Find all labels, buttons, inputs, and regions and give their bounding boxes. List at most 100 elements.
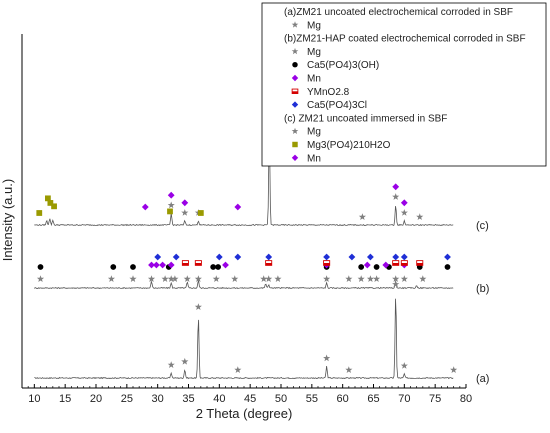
peak-marker-halfsquare-fill bbox=[416, 263, 423, 266]
peak-marker-diamond bbox=[234, 203, 242, 211]
peak-marker-diamond bbox=[141, 203, 149, 211]
trace-labels: (a) (b) (c) bbox=[476, 220, 489, 385]
legend-entry-label: (b)ZM21-HAP coated electrochemical corro… bbox=[284, 34, 526, 45]
peak-marker-circle bbox=[37, 264, 44, 270]
peak-marker-halfsquare-fill bbox=[401, 263, 408, 266]
peak-marker-halfsquare-fill bbox=[195, 263, 202, 266]
trace-line-a bbox=[34, 298, 454, 380]
x-tick-label: 20 bbox=[90, 393, 102, 405]
peak-marker-circle bbox=[358, 264, 365, 270]
peak-marker-star bbox=[212, 275, 220, 282]
peak-marker-halfsquare bbox=[323, 260, 331, 266]
x-tick-label: 40 bbox=[213, 393, 225, 405]
legend-marker-diamond bbox=[291, 154, 299, 161]
x-tick-label: 55 bbox=[306, 393, 318, 405]
peak-marker-diamond bbox=[363, 261, 371, 269]
peak-marker-halfsquare bbox=[194, 260, 202, 266]
peak-marker-diamond bbox=[159, 261, 166, 269]
x-tick-label: 65 bbox=[367, 393, 379, 405]
x-tick-label: 75 bbox=[429, 393, 441, 405]
peak-marker-star bbox=[345, 275, 353, 282]
peak-marker-halfsquare bbox=[392, 260, 400, 266]
x-tick-label: 15 bbox=[59, 393, 71, 405]
peak-marker-circle bbox=[373, 264, 380, 270]
peak-marker-halfsquare bbox=[265, 260, 273, 266]
peak-marker-diamond bbox=[167, 191, 175, 199]
peak-marker-square bbox=[197, 210, 204, 216]
peak-marker-star bbox=[234, 366, 242, 373]
x-tick-label: 60 bbox=[337, 393, 349, 405]
peak-marker-star bbox=[366, 275, 374, 282]
axes: 10 15 20 25 30 35 40 45 50 55 60 65 70 75 80 bbox=[27, 384, 472, 405]
trace-line-b bbox=[34, 279, 454, 290]
peak-marker-diamond bbox=[167, 261, 175, 269]
peak-marker-diamond bbox=[215, 253, 223, 261]
trace-label: (a) bbox=[476, 373, 489, 385]
legend-marker-star bbox=[291, 21, 299, 28]
legend-entry-label: Mn bbox=[307, 153, 321, 164]
peak-marker-star bbox=[167, 361, 175, 368]
peak-marker-diamond bbox=[265, 253, 273, 261]
legend-entry-label: Mg bbox=[307, 127, 321, 138]
traces bbox=[34, 149, 454, 380]
legend-marker-diamond bbox=[291, 101, 299, 108]
legend-entry-label: Mg bbox=[307, 47, 321, 58]
peak-marker-circle bbox=[210, 264, 217, 270]
peak-marker-star bbox=[323, 354, 331, 362]
peak-marker-diamond bbox=[400, 199, 408, 207]
peak-marker-star bbox=[167, 275, 175, 282]
legend-entry-label: Ca5(PO4)3(OH) bbox=[307, 60, 379, 71]
x-tick-label: 50 bbox=[275, 393, 287, 405]
peak-marker-star bbox=[36, 275, 45, 282]
peak-marker-star bbox=[274, 275, 282, 282]
legend-entry-label: Mg bbox=[307, 20, 321, 31]
peak-marker-halfsquare-fill bbox=[182, 263, 189, 266]
peak-marker-star bbox=[107, 275, 115, 282]
legend-entry-label: Ca5(PO4)3Cl bbox=[307, 100, 367, 111]
peak-marker-star bbox=[171, 275, 179, 282]
peak-marker-diamond bbox=[154, 253, 162, 261]
peak-marker-square bbox=[47, 200, 54, 206]
peak-marker-star bbox=[357, 275, 365, 282]
peak-marker-square bbox=[45, 195, 51, 202]
legend-box bbox=[261, 2, 547, 167]
peak-marker-circle bbox=[130, 264, 136, 270]
peak-marker-star bbox=[194, 275, 202, 282]
legend-marker-square bbox=[292, 141, 298, 148]
peak-marker-halfsquare bbox=[181, 260, 189, 266]
peak-marker-diamond bbox=[181, 199, 189, 207]
peak-marker-diamond bbox=[444, 253, 451, 261]
peak-marker-diamond bbox=[148, 261, 155, 269]
peak-marker-star bbox=[419, 275, 427, 282]
x-tick-label: 35 bbox=[182, 393, 194, 405]
peak-marker-star bbox=[167, 201, 175, 209]
legend-marker-diamond bbox=[291, 74, 299, 82]
peak-marker-square bbox=[51, 203, 57, 210]
peak-marker-star bbox=[231, 275, 239, 282]
x-tick-label: 25 bbox=[121, 393, 133, 405]
peak-marker-star bbox=[181, 209, 189, 216]
peak-marker-star bbox=[183, 275, 191, 282]
peak-marker-diamond bbox=[382, 261, 390, 269]
peak-marker-diamond bbox=[222, 261, 229, 269]
x-tick-label: 10 bbox=[28, 393, 40, 405]
peak-marker-circle bbox=[444, 264, 451, 270]
peak-marker-diamond bbox=[153, 261, 160, 269]
peak-marker-star bbox=[161, 275, 169, 282]
trace-line-c bbox=[34, 149, 454, 227]
peak-marker-star bbox=[400, 209, 408, 216]
peak-marker-diamond bbox=[172, 253, 180, 261]
peak-marker-halfsquare bbox=[416, 260, 424, 266]
x-tick-label: 70 bbox=[398, 393, 410, 405]
peak-marker-star bbox=[392, 193, 400, 200]
peak-marker-star bbox=[265, 275, 273, 282]
peak-marker-star bbox=[392, 280, 400, 288]
peak-marker-square bbox=[167, 208, 173, 215]
peak-marker-circle bbox=[110, 264, 117, 270]
legend-entry-label: (a)ZM21 uncoated electrochemical corrode… bbox=[284, 7, 513, 18]
x-axis-title: 2 Theta (degree) bbox=[196, 406, 293, 421]
legend-marker-halfsquare-fill bbox=[292, 91, 298, 94]
peak-marker-diamond bbox=[367, 253, 374, 261]
y-axis-title: Intensity (a.u.) bbox=[0, 179, 15, 261]
